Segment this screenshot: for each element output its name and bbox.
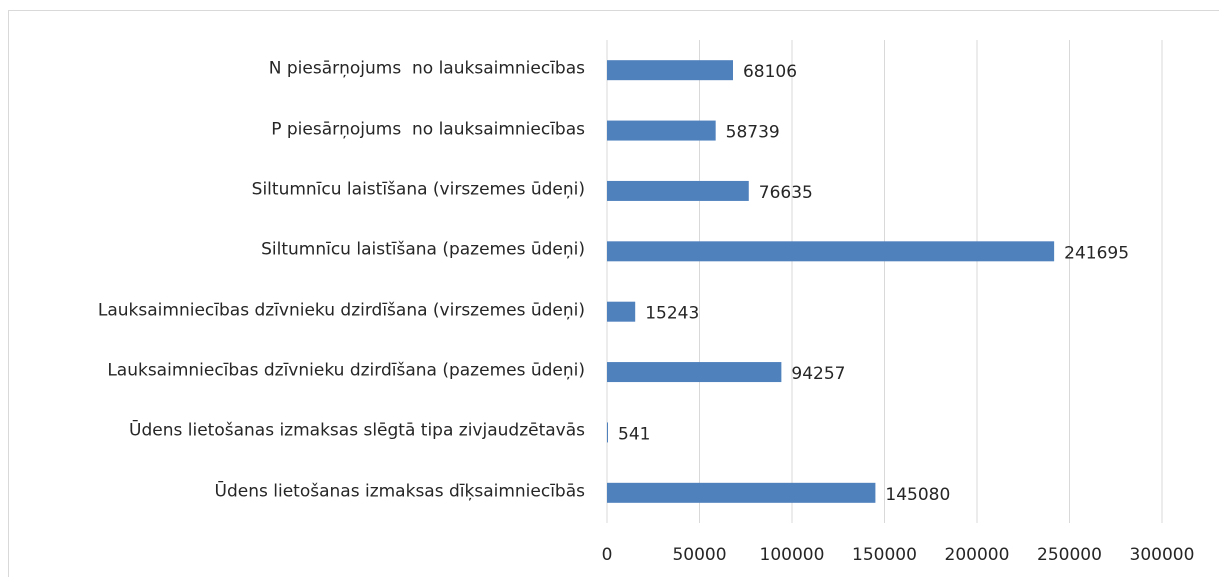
bar <box>607 422 609 443</box>
y-tick-label: Siltumnīcu laistīšana (pazemes ūdeņi) <box>261 239 585 260</box>
x-tick-label: 50000 <box>672 545 726 565</box>
y-tick-label: Ūdens lietošanas izmaksas dīķsaimniecībā… <box>214 481 585 502</box>
x-tick-label: 100000 <box>760 545 825 565</box>
bar <box>607 120 716 141</box>
bar <box>607 482 876 503</box>
y-tick-label: Ūdens lietošanas izmaksas slēgtā tipa zi… <box>129 420 585 441</box>
x-tick-label: 0 <box>602 545 613 565</box>
value-label: 76635 <box>759 183 813 203</box>
value-label: 94257 <box>791 364 845 384</box>
value-label: 241695 <box>1064 243 1129 263</box>
bar <box>607 362 782 383</box>
x-tick-label: 250000 <box>1037 545 1102 565</box>
bar <box>607 60 733 81</box>
y-tick-label: Siltumnīcu laistīšana (virszemes ūdeņi) <box>251 179 585 200</box>
value-label: 15243 <box>645 304 699 324</box>
x-tick-label: 150000 <box>852 545 917 565</box>
bar <box>607 180 749 201</box>
bar <box>607 301 636 322</box>
value-label: 68106 <box>743 62 797 82</box>
x-tick-label: 200000 <box>945 545 1010 565</box>
value-label: 145080 <box>885 485 950 505</box>
y-tick-label: Lauksaimniecības dzīvnieku dzirdīšana (v… <box>97 300 585 321</box>
value-label: 58739 <box>726 123 780 143</box>
value-label: 541 <box>618 424 650 444</box>
y-tick-label: P piesārņojums no lauksaimniecības <box>271 119 585 140</box>
bar <box>607 241 1055 262</box>
x-tick-label: 300000 <box>1130 545 1195 565</box>
y-tick-label: Lauksaimniecības dzīvnieku dzirdīšana (p… <box>107 360 585 381</box>
y-tick-label: N piesārņojums no lauksaimniecības <box>268 58 585 79</box>
chart-frame <box>8 10 1219 577</box>
